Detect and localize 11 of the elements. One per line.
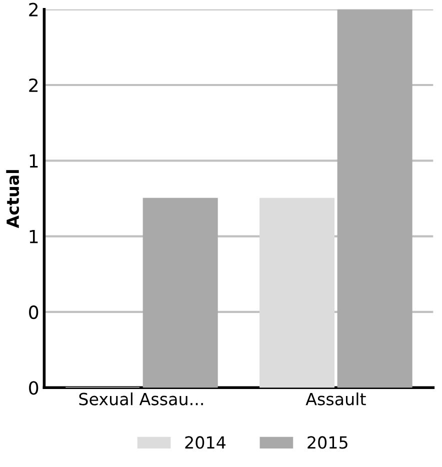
y-tick-label: 2	[29, 78, 38, 92]
legend-label: 2015	[308, 436, 348, 449]
y-tick-label: 0	[29, 305, 38, 320]
y-tick-label: 1	[30, 154, 38, 168]
y-tick-label: 1	[30, 230, 38, 244]
y-axis-title: Actual	[6, 170, 20, 228]
x-tick-label: Sexual Assau...	[79, 392, 203, 406]
legend-label: 2014	[185, 436, 226, 449]
y-tick-label: 2	[29, 2, 38, 16]
x-tick-label: Assault	[306, 392, 366, 406]
y-tick-label: 0	[29, 381, 38, 395]
